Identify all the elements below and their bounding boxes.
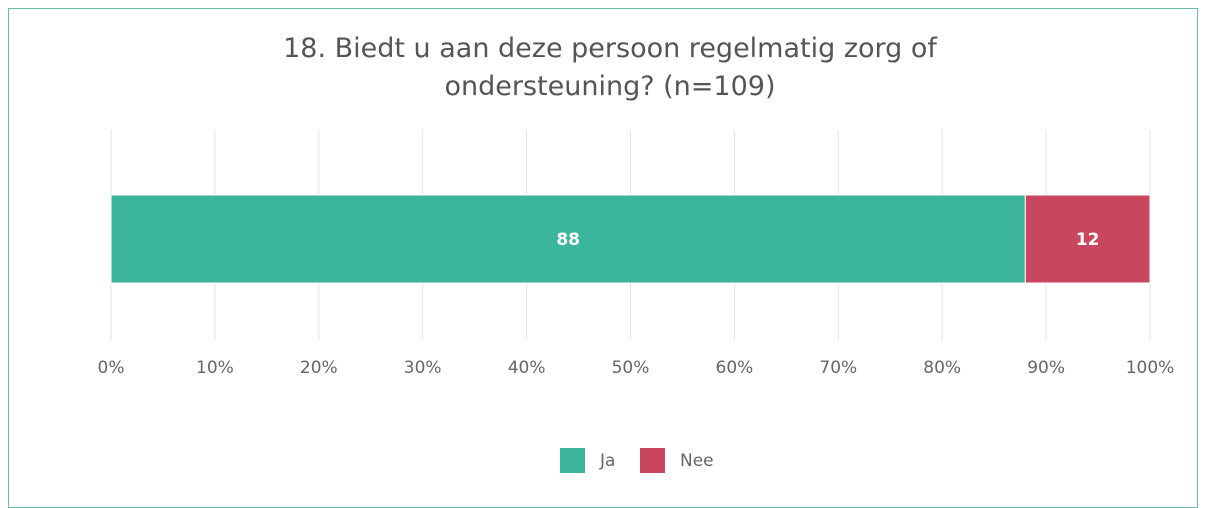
x-tick-label: 80% bbox=[923, 358, 961, 378]
x-tick-label: 0% bbox=[98, 358, 125, 378]
page: 0% 10% 20% 30% 40% 50% 60% 70% 80% 90% 100% 88 12 Ja N… bbox=[8, 8, 1198, 508]
legend-label: Ja bbox=[599, 451, 615, 471]
x-tick-label: 40% bbox=[508, 358, 546, 378]
legend-label: Nee bbox=[680, 451, 714, 471]
x-tick-label: 20% bbox=[300, 358, 338, 378]
data-label: 12 bbox=[1076, 230, 1100, 250]
x-tick-label: 30% bbox=[404, 358, 442, 378]
chart: 0% 10% 20% 30% 40% 50% 60% 70% 80% 90% 100% 88 12 Ja N… bbox=[98, 130, 1175, 473]
bar-segment bbox=[110, 194, 1026, 284]
legend-swatch bbox=[560, 448, 585, 473]
chart-title: 18. Biedt u aan deze persoon regelmatig … bbox=[283, 33, 937, 102]
bar-segment bbox=[1024, 194, 1151, 284]
data-label: 88 bbox=[556, 230, 580, 250]
x-tick-label: 70% bbox=[819, 358, 857, 378]
x-tick-label: 100% bbox=[1126, 358, 1175, 378]
x-tick-label: 10% bbox=[196, 358, 234, 378]
x-tick-label: 90% bbox=[1027, 358, 1065, 378]
x-tick-label: 60% bbox=[716, 358, 754, 378]
legend-swatch bbox=[640, 448, 665, 473]
x-tick-label: 50% bbox=[612, 358, 650, 378]
